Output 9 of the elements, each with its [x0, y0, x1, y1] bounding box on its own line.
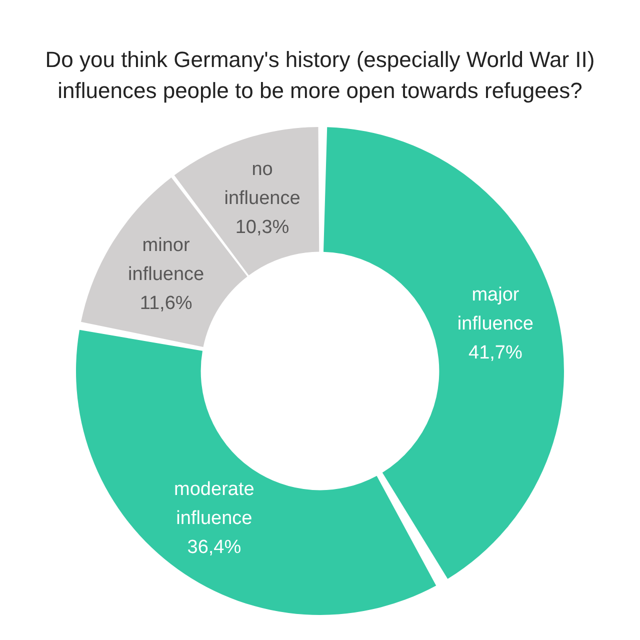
data-label: 36,4% — [187, 536, 242, 558]
slice-label: major influence — [457, 284, 534, 334]
data-label: 10,3% — [235, 217, 290, 238]
slice-label: no influence — [224, 159, 300, 210]
data-label: 41,7% — [468, 342, 523, 364]
chart-title: Do you think Germany's history (especially World War II) influences people to be more open towards refugees? — [44, 46, 596, 105]
slice-label: minor influence — [128, 234, 204, 285]
slice-label: moderate influence — [174, 478, 254, 529]
data-label: 11,6% — [140, 292, 192, 314]
